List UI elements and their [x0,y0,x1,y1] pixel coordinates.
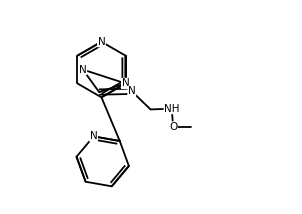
Text: N: N [128,86,136,96]
Text: N: N [79,65,87,74]
Text: N: N [90,131,98,141]
Text: N: N [122,79,130,88]
Text: O: O [169,122,177,132]
Text: N: N [122,79,130,88]
Text: NH: NH [164,104,180,114]
Text: N: N [98,37,105,47]
